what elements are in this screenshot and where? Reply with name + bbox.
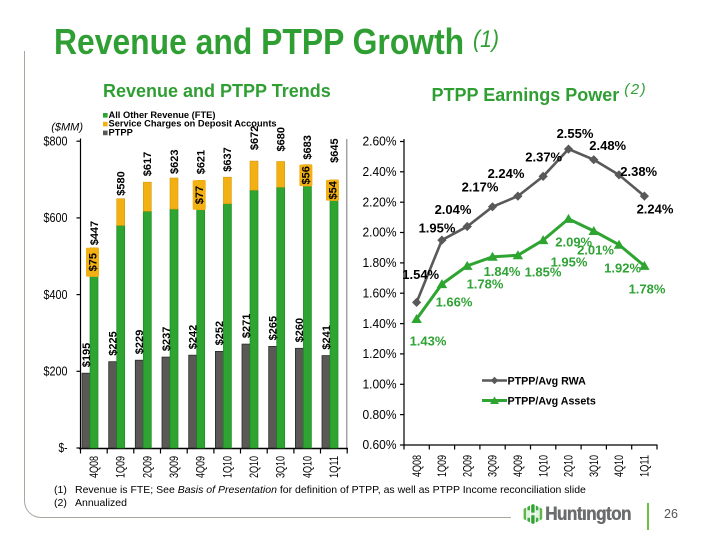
- svg-text:2.17%: 2.17%: [462, 180, 499, 195]
- svg-text:3Q10: 3Q10: [587, 455, 601, 477]
- svg-text:1.60%: 1.60%: [363, 286, 397, 300]
- svg-text:$237: $237: [161, 327, 173, 351]
- svg-text:Service Charges on Deposit Acc: Service Charges on Deposit Accounts: [109, 119, 277, 129]
- svg-text:1Q11: 1Q11: [638, 455, 652, 477]
- svg-text:$600: $600: [44, 211, 68, 225]
- svg-text:$195: $195: [81, 343, 93, 367]
- svg-text:$800: $800: [44, 134, 68, 148]
- svg-text:2.24%: 2.24%: [637, 202, 674, 217]
- svg-text:$200: $200: [44, 365, 68, 379]
- svg-text:$265: $265: [268, 316, 280, 340]
- svg-text:0.80%: 0.80%: [363, 408, 397, 422]
- svg-text:4Q08: 4Q08: [410, 455, 424, 477]
- svg-text:1.95%: 1.95%: [551, 255, 588, 270]
- svg-text:2Q10: 2Q10: [247, 456, 261, 478]
- svg-text:1.84%: 1.84%: [484, 264, 521, 279]
- svg-text:0.60%: 0.60%: [363, 438, 397, 452]
- svg-text:1.43%: 1.43%: [410, 334, 447, 349]
- svg-text:2.60%: 2.60%: [363, 135, 397, 149]
- svg-text:$229: $229: [134, 330, 146, 354]
- svg-text:1Q09: 1Q09: [114, 456, 128, 478]
- svg-text:2.24%: 2.24%: [488, 166, 525, 181]
- svg-text:All Other Revenue (FTE): All Other Revenue (FTE): [109, 110, 216, 120]
- svg-text:4Q10: 4Q10: [612, 455, 626, 477]
- svg-text:3Q09: 3Q09: [486, 455, 500, 477]
- svg-text:$54: $54: [327, 180, 339, 199]
- svg-text:$242: $242: [188, 325, 200, 349]
- svg-text:1.78%: 1.78%: [467, 277, 504, 292]
- svg-text:3Q09: 3Q09: [167, 456, 181, 478]
- svg-text:$271: $271: [241, 314, 253, 338]
- svg-text:1.92%: 1.92%: [604, 261, 641, 276]
- svg-text:2.38%: 2.38%: [620, 164, 657, 179]
- svg-text:4Q09: 4Q09: [194, 456, 208, 478]
- svg-text:$680: $680: [276, 127, 288, 151]
- svg-text:($MM): ($MM): [51, 122, 83, 134]
- svg-text:4Q10: 4Q10: [300, 456, 314, 478]
- svg-text:2.40%: 2.40%: [363, 165, 397, 179]
- svg-text:2.20%: 2.20%: [363, 195, 397, 209]
- svg-text:1.20%: 1.20%: [363, 347, 397, 361]
- svg-text:2.00%: 2.00%: [363, 226, 397, 240]
- svg-text:2Q10: 2Q10: [562, 455, 576, 477]
- svg-text:4Q09: 4Q09: [511, 455, 525, 477]
- svg-text:1.78%: 1.78%: [629, 282, 666, 297]
- svg-text:$672: $672: [249, 126, 261, 150]
- svg-text:$637: $637: [222, 147, 234, 171]
- svg-text:1Q10: 1Q10: [536, 455, 550, 477]
- svg-text:$260: $260: [294, 318, 306, 342]
- svg-text:1.54%: 1.54%: [402, 267, 439, 282]
- svg-text:$75: $75: [87, 253, 99, 271]
- svg-text:1Q11: 1Q11: [327, 456, 341, 478]
- svg-text:1.00%: 1.00%: [363, 378, 397, 392]
- svg-text:PTPP/Avg Assets: PTPP/Avg Assets: [508, 396, 596, 408]
- svg-text:$400: $400: [44, 288, 68, 302]
- svg-text:1Q10: 1Q10: [220, 456, 234, 478]
- svg-text:2.37%: 2.37%: [525, 150, 562, 165]
- svg-text:$225: $225: [108, 331, 120, 355]
- svg-text:PTPP: PTPP: [109, 127, 133, 137]
- svg-text:2.01%: 2.01%: [577, 243, 614, 258]
- svg-text:$683: $683: [302, 135, 314, 159]
- svg-text:4Q08: 4Q08: [87, 456, 101, 478]
- svg-text:PTPP/Avg RWA: PTPP/Avg RWA: [508, 376, 587, 388]
- svg-text:1.80%: 1.80%: [363, 256, 397, 270]
- svg-text:1.85%: 1.85%: [525, 265, 562, 280]
- svg-text:2.48%: 2.48%: [589, 138, 626, 153]
- svg-text:3Q10: 3Q10: [274, 456, 288, 478]
- svg-text:2.09%: 2.09%: [555, 235, 592, 250]
- svg-text:2Q09: 2Q09: [460, 455, 474, 477]
- svg-text:2.55%: 2.55%: [557, 126, 594, 141]
- svg-text:$621: $621: [196, 150, 208, 174]
- svg-text:$580: $580: [116, 171, 128, 195]
- svg-text:$645: $645: [329, 138, 341, 162]
- svg-text:$56: $56: [301, 166, 313, 184]
- svg-text:$623: $623: [169, 150, 181, 174]
- svg-text:2Q09: 2Q09: [140, 456, 154, 478]
- svg-text:1Q09: 1Q09: [435, 455, 449, 477]
- svg-text:$-: $-: [59, 441, 68, 455]
- svg-text:$252: $252: [214, 321, 226, 345]
- svg-text:$241: $241: [321, 325, 333, 349]
- svg-text:$617: $617: [142, 152, 154, 176]
- svg-text:$447: $447: [89, 221, 101, 245]
- svg-text:1.66%: 1.66%: [436, 295, 473, 310]
- svg-text:$77: $77: [194, 186, 206, 204]
- svg-text:2.04%: 2.04%: [435, 202, 472, 217]
- svg-text:1.95%: 1.95%: [419, 221, 456, 236]
- svg-text:1.40%: 1.40%: [363, 317, 397, 331]
